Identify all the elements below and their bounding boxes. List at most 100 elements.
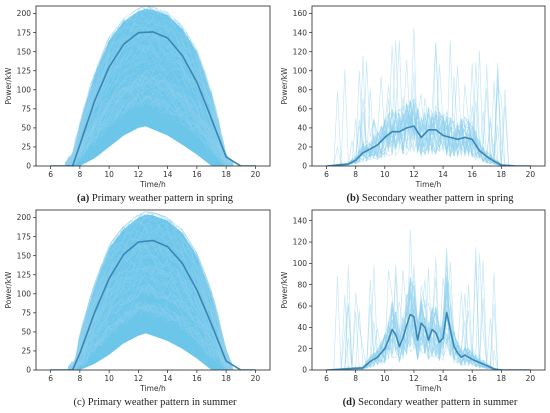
panel-d: 6 8 10 12 14 16 18 20 0 20 40 60 80 100 120 140 Time/h Po… xyxy=(280,209,546,393)
y-tick-label: 160 xyxy=(293,9,308,18)
plot-area-c xyxy=(50,211,256,370)
x-tick-label: 14 xyxy=(438,170,448,179)
sample-curve xyxy=(65,101,234,166)
x-axis-label: Time/h xyxy=(139,384,166,393)
x-tick-label: 18 xyxy=(497,170,507,179)
x-tick-label: 10 xyxy=(104,170,114,179)
y-tick-label: 40 xyxy=(297,124,307,133)
caption-tag-a: (a) xyxy=(77,193,90,204)
caption-text-a: Primary weather pattern in spring xyxy=(89,193,233,204)
caption-text-b: Secondary weather pattern in spring xyxy=(359,193,514,204)
y-tick-label: 75 xyxy=(21,104,31,113)
y-tick-label: 125 xyxy=(17,66,32,75)
y-tick-label: 150 xyxy=(17,251,32,260)
y-tick-label: 50 xyxy=(21,124,31,133)
y-tick-label: 60 xyxy=(297,302,307,311)
y-tick-label: 100 xyxy=(17,289,32,298)
sample-curve xyxy=(68,302,233,370)
axes-frame xyxy=(311,5,546,167)
x-tick-label: 8 xyxy=(77,170,82,179)
plot-area-b xyxy=(326,27,531,166)
y-tick-label: 20 xyxy=(297,143,307,152)
y-tick-label: 75 xyxy=(21,308,31,317)
panel-a: 6 8 10 12 14 16 18 200255075100125150175200Time… xyxy=(4,5,271,189)
x-tick-label: 20 xyxy=(251,374,261,383)
y-tick-label: 175 xyxy=(17,232,32,241)
caption-d: (d) Secondary weather pattern in summer xyxy=(310,397,550,408)
x-tick-label: 18 xyxy=(497,374,507,383)
sample-curve xyxy=(326,88,531,166)
x-tick-label: 14 xyxy=(163,170,173,179)
x-tick-label: 8 xyxy=(353,374,358,383)
x-tick-label: 18 xyxy=(221,170,231,179)
y-tick-label: 50 xyxy=(21,328,31,337)
x-tick-label: 6 xyxy=(324,374,329,383)
y-tick-label: 140 xyxy=(293,28,308,37)
y-tick-label: 125 xyxy=(17,270,32,279)
x-axis-label: Time/h xyxy=(415,180,442,189)
caption-tag-c: (c) xyxy=(73,397,86,408)
sample-curve xyxy=(65,94,234,166)
y-tick-label: 100 xyxy=(293,259,308,268)
mean-line-c xyxy=(50,239,256,370)
plot-area-a xyxy=(50,6,256,166)
caption-text-c: Primary weather pattern in summer xyxy=(85,397,237,408)
x-tick-label: 10 xyxy=(380,374,390,383)
sample-curve xyxy=(65,35,234,166)
y-tick-label: 0 xyxy=(26,366,31,375)
sample-curve xyxy=(65,81,234,166)
sample-curve xyxy=(68,226,233,368)
x-tick-label: 16 xyxy=(192,374,202,383)
sample-curve xyxy=(68,224,233,368)
x-tick-label: 20 xyxy=(526,170,536,179)
x-tick-label: 12 xyxy=(134,374,144,383)
y-tick-label: 120 xyxy=(293,47,308,56)
y-tick-label: 20 xyxy=(297,344,307,353)
sample-curve xyxy=(68,283,233,370)
sample-curve xyxy=(68,263,233,370)
sample-curve xyxy=(68,229,233,370)
x-tick-label: 16 xyxy=(467,170,477,179)
sample-curve xyxy=(68,303,233,368)
caption-b: (b) Secondary weather pattern in spring xyxy=(310,193,550,204)
x-tick-label: 8 xyxy=(353,170,358,179)
sample-curve xyxy=(68,225,233,370)
y-axis-label: Power/kW xyxy=(4,271,13,309)
sample-curve xyxy=(68,214,233,370)
caption-tag-b: (b) xyxy=(346,193,360,204)
plot-area-d xyxy=(326,229,531,370)
x-tick-label: 8 xyxy=(77,374,82,383)
sample-curve xyxy=(67,289,233,370)
x-tick-label: 6 xyxy=(324,170,329,179)
mean-line-d xyxy=(326,311,531,370)
x-tick-label: 6 xyxy=(48,170,53,179)
sample-curve xyxy=(65,93,234,166)
sample-curve xyxy=(65,16,234,166)
y-axis-label: Power/kW xyxy=(4,67,13,105)
x-tick-label: 10 xyxy=(104,374,114,383)
y-tick-label: 200 xyxy=(17,213,32,222)
x-tick-label: 14 xyxy=(438,374,448,383)
x-axis-label: Time/h xyxy=(139,180,166,189)
sample-curve xyxy=(65,36,234,166)
y-tick-label: 0 xyxy=(302,162,307,171)
sample-curve xyxy=(68,274,233,370)
y-tick-label: 200 xyxy=(17,9,32,18)
sample-curve xyxy=(326,76,531,166)
y-axis-label: Power/kW xyxy=(280,67,289,105)
sample-curve xyxy=(68,305,233,370)
axes-frame xyxy=(35,209,271,371)
axes-frame xyxy=(35,5,271,167)
x-tick-label: 6 xyxy=(48,374,53,383)
sample-curve xyxy=(67,275,233,370)
sample-curve xyxy=(65,95,234,166)
sample-curve xyxy=(65,17,234,166)
axes-frame xyxy=(311,209,546,371)
mean-line-a xyxy=(50,31,256,166)
mean-line-b xyxy=(326,125,531,166)
sample-curve xyxy=(68,285,233,370)
y-tick-label: 150 xyxy=(17,47,32,56)
y-tick-label: 120 xyxy=(293,238,308,247)
sample-curve xyxy=(68,265,233,370)
sample-curve xyxy=(65,66,234,166)
